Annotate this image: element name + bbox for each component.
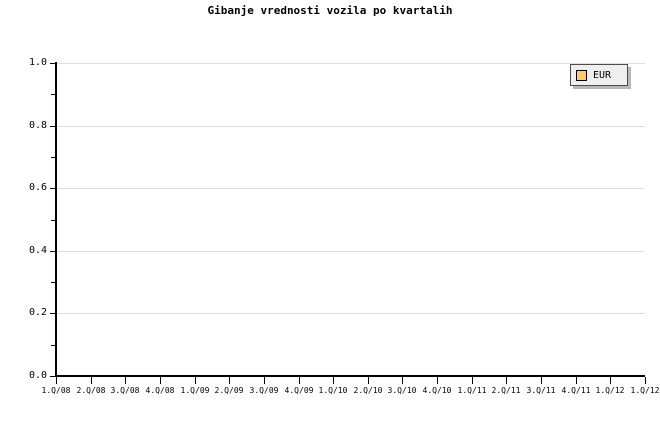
x-axis-tick [91,377,92,384]
x-axis-label: 1.Q/11 [457,386,487,395]
gridline [56,188,645,190]
y-axis-minor-tick [51,344,56,346]
x-axis-tick [56,377,57,384]
x-axis-tick [645,377,646,384]
gridline [56,125,645,127]
x-axis-label: 1.Q/10 [318,386,348,395]
x-axis-label: 1.Q/12 [595,386,625,395]
x-axis-tick [333,377,334,384]
x-axis-label: 2.Q/08 [76,386,106,395]
y-axis-tick [50,376,56,377]
x-axis-label: 1.Q/08 [41,386,71,395]
x-axis-label: 4.Q/10 [422,386,452,395]
x-axis-tick [610,377,611,384]
legend-item-label: EUR [593,69,612,81]
y-axis-minor-tick [51,219,56,221]
x-axis-label: 3.Q/10 [387,386,417,395]
y-axis-minor-tick [51,282,56,284]
x-axis-tick [264,377,265,384]
x-axis-tick [125,377,126,384]
y-axis-tick [50,63,56,64]
chart-legend[interactable]: EUR [570,64,628,86]
x-axis-label: 1.Q/12 [630,386,660,395]
x-axis-tick [368,377,369,384]
x-axis-tick [506,377,507,384]
y-axis-tick [50,188,56,190]
x-axis-label: 4.Q/09 [284,386,314,395]
x-axis-tick [160,377,161,384]
legend-swatch-icon [576,69,587,81]
y-axis-minor-tick [51,94,56,96]
x-axis-label: 2.Q/09 [214,386,244,395]
y-axis-label: 1.0 [28,57,47,68]
x-axis-label: 4.Q/11 [561,386,591,395]
x-axis-line [55,375,645,377]
plot-area [56,63,645,376]
y-axis-minor-tick [51,156,56,158]
x-axis-tick [472,377,473,384]
x-axis-label: 3.Q/11 [526,386,556,395]
y-axis-tick [50,125,56,127]
x-axis-label: 2.Q/10 [353,386,383,395]
gridline [56,63,645,64]
x-axis-tick [576,377,577,384]
y-axis-label: 0.2 [28,307,47,319]
y-axis-label: 0.0 [28,370,47,381]
x-axis-tick [437,377,438,384]
chart-title: Gibanje vrednosti vozila po kvartalih [207,4,453,17]
y-axis-label: 0.4 [28,244,47,256]
y-axis-label: 0.8 [28,119,47,131]
x-axis-tick [229,377,230,384]
x-axis-label: 3.Q/09 [249,386,279,395]
x-axis-tick [299,377,300,384]
y-axis-tick [50,313,56,315]
x-axis-label: 4.Q/08 [145,386,175,395]
y-axis-label: 0.6 [28,182,47,194]
x-axis-label: 1.Q/09 [180,386,210,395]
y-axis-tick [50,250,56,252]
gridline [56,313,645,315]
x-axis-label: 2.Q/11 [491,386,521,395]
y-axis-line [55,62,57,377]
x-axis-tick [195,377,196,384]
x-axis-tick [402,377,403,384]
gridline [56,250,645,252]
x-axis-label: 3.Q/08 [110,386,140,395]
x-axis-tick [541,377,542,384]
